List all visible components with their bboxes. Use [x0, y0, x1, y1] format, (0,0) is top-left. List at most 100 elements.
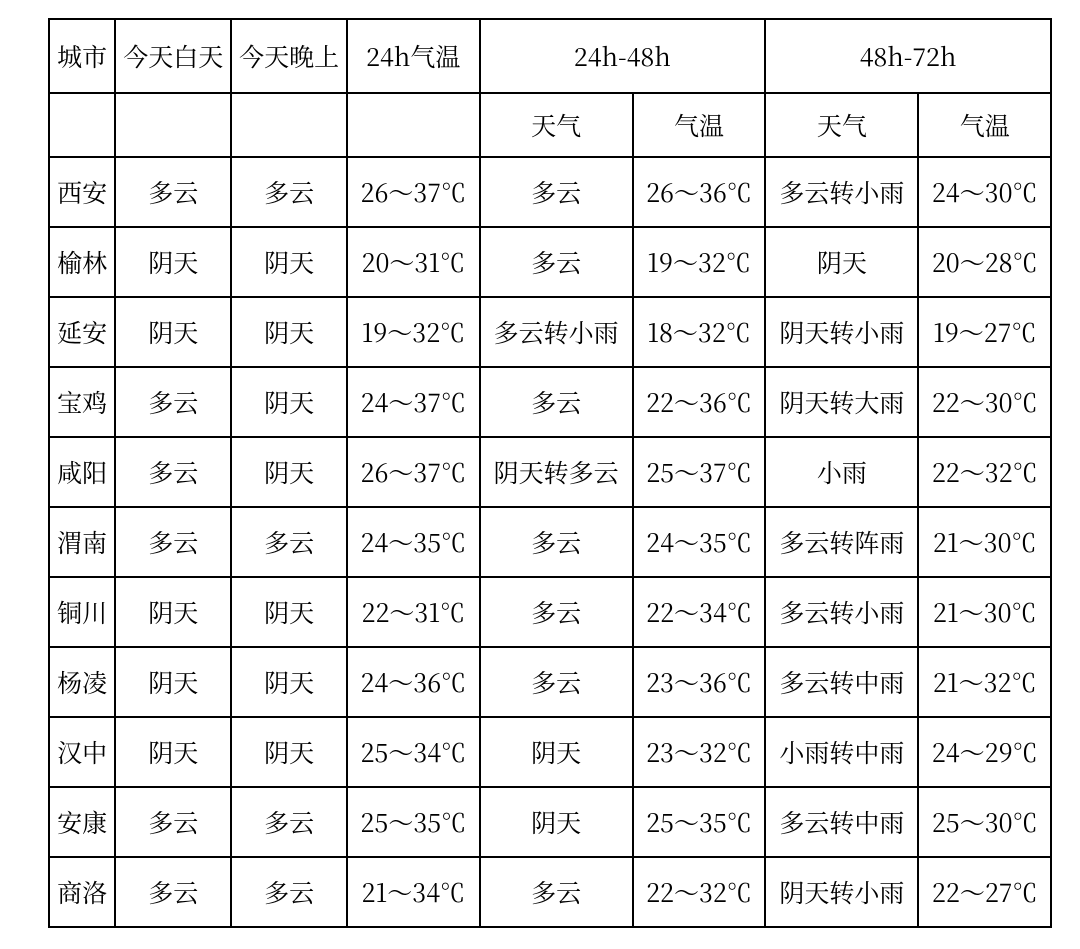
cell-city: 杨凌	[49, 647, 115, 717]
col-header-48-72h: 48h-72h	[765, 19, 1051, 93]
cell-weather-48-72: 多云转阵雨	[765, 507, 918, 577]
table-row: 榆林阴天阴天20～31℃多云19～32℃阴天20～28℃	[49, 227, 1051, 297]
cell-weather-48-72: 多云转小雨	[765, 157, 918, 227]
cell-temp-24h: 20～31℃	[347, 227, 479, 297]
cell-weather-24-48: 多云	[480, 857, 633, 927]
cell-weather-48-72: 小雨	[765, 437, 918, 507]
cell-weather-24-48: 多云	[480, 647, 633, 717]
subheader-24-48-temp: 气温	[633, 93, 765, 157]
cell-city: 延安	[49, 297, 115, 367]
cell-temp-24-48: 19～32℃	[633, 227, 765, 297]
cell-temp-24-48: 25～37℃	[633, 437, 765, 507]
cell-today-day: 多云	[115, 437, 231, 507]
cell-temp-24-48: 23～32℃	[633, 717, 765, 787]
cell-temp-24h: 21～34℃	[347, 857, 479, 927]
cell-today-night: 多云	[231, 787, 347, 857]
col-header-today-night: 今天晚上	[231, 19, 347, 93]
cell-city: 铜川	[49, 577, 115, 647]
cell-weather-24-48: 阴天	[480, 787, 633, 857]
cell-temp-24h: 25～34℃	[347, 717, 479, 787]
cell-today-night: 阴天	[231, 437, 347, 507]
col-header-temp-24h: 24h气温	[347, 19, 479, 93]
cell-weather-24-48: 多云	[480, 227, 633, 297]
cell-temp-24h: 25～35℃	[347, 787, 479, 857]
cell-weather-48-72: 阴天	[765, 227, 918, 297]
cell-temp-24h: 22～31℃	[347, 577, 479, 647]
cell-city: 宝鸡	[49, 367, 115, 437]
cell-city: 商洛	[49, 857, 115, 927]
subheader-48-72-weather: 天气	[765, 93, 918, 157]
cell-temp-48-72: 21～32℃	[918, 647, 1051, 717]
subheader-empty-city	[49, 93, 115, 157]
table-row: 安康多云多云25～35℃阴天25～35℃多云转中雨25～30℃	[49, 787, 1051, 857]
cell-today-day: 多云	[115, 507, 231, 577]
header-row-2: 天气 气温 天气 气温	[49, 93, 1051, 157]
cell-weather-24-48: 多云	[480, 577, 633, 647]
cell-temp-48-72: 22～32℃	[918, 437, 1051, 507]
table-row: 商洛多云多云21～34℃多云22～32℃阴天转小雨22～27℃	[49, 857, 1051, 927]
cell-weather-24-48: 多云	[480, 367, 633, 437]
cell-weather-48-72: 阴天转小雨	[765, 297, 918, 367]
cell-temp-24h: 19～32℃	[347, 297, 479, 367]
cell-temp-24h: 24～36℃	[347, 647, 479, 717]
cell-weather-48-72: 多云转小雨	[765, 577, 918, 647]
cell-temp-48-72: 25～30℃	[918, 787, 1051, 857]
cell-today-day: 多云	[115, 157, 231, 227]
cell-weather-48-72: 多云转中雨	[765, 787, 918, 857]
weather-forecast-table: 城市 今天白天 今天晚上 24h气温 24h-48h 48h-72h 天气 气温…	[48, 18, 1052, 928]
cell-temp-24h: 24～37℃	[347, 367, 479, 437]
cell-weather-24-48: 阴天	[480, 717, 633, 787]
cell-weather-24-48: 多云转小雨	[480, 297, 633, 367]
cell-today-night: 阴天	[231, 577, 347, 647]
subheader-empty-night	[231, 93, 347, 157]
cell-temp-24h: 24～35℃	[347, 507, 479, 577]
cell-temp-24-48: 22～32℃	[633, 857, 765, 927]
cell-temp-48-72: 24～30℃	[918, 157, 1051, 227]
cell-today-night: 阴天	[231, 647, 347, 717]
cell-today-day: 多云	[115, 787, 231, 857]
cell-temp-24-48: 23～36℃	[633, 647, 765, 717]
cell-city: 西安	[49, 157, 115, 227]
cell-temp-24h: 26～37℃	[347, 437, 479, 507]
cell-temp-48-72: 21～30℃	[918, 507, 1051, 577]
subheader-empty-day	[115, 93, 231, 157]
cell-today-day: 阴天	[115, 717, 231, 787]
cell-city: 安康	[49, 787, 115, 857]
table-header: 城市 今天白天 今天晚上 24h气温 24h-48h 48h-72h 天气 气温…	[49, 19, 1051, 157]
cell-temp-24h: 26～37℃	[347, 157, 479, 227]
cell-temp-24-48: 22～36℃	[633, 367, 765, 437]
cell-city: 渭南	[49, 507, 115, 577]
table-row: 汉中阴天阴天25～34℃阴天23～32℃小雨转中雨24～29℃	[49, 717, 1051, 787]
cell-weather-24-48: 多云	[480, 507, 633, 577]
cell-city: 榆林	[49, 227, 115, 297]
subheader-24-48-weather: 天气	[480, 93, 633, 157]
cell-today-night: 多云	[231, 857, 347, 927]
cell-today-night: 多云	[231, 157, 347, 227]
cell-weather-48-72: 阴天转大雨	[765, 367, 918, 437]
cell-temp-48-72: 22～30℃	[918, 367, 1051, 437]
subheader-48-72-temp: 气温	[918, 93, 1051, 157]
cell-today-night: 阴天	[231, 717, 347, 787]
table-row: 延安阴天阴天19～32℃多云转小雨18～32℃阴天转小雨19～27℃	[49, 297, 1051, 367]
cell-weather-48-72: 小雨转中雨	[765, 717, 918, 787]
cell-today-day: 阴天	[115, 647, 231, 717]
cell-city: 汉中	[49, 717, 115, 787]
cell-weather-24-48: 多云	[480, 157, 633, 227]
cell-temp-48-72: 19～27℃	[918, 297, 1051, 367]
subheader-empty-temp	[347, 93, 479, 157]
cell-today-night: 多云	[231, 507, 347, 577]
col-header-today-day: 今天白天	[115, 19, 231, 93]
cell-today-night: 阴天	[231, 367, 347, 437]
table-row: 铜川阴天阴天22～31℃多云22～34℃多云转小雨21～30℃	[49, 577, 1051, 647]
header-row-1: 城市 今天白天 今天晚上 24h气温 24h-48h 48h-72h	[49, 19, 1051, 93]
table-row: 宝鸡多云阴天24～37℃多云22～36℃阴天转大雨22～30℃	[49, 367, 1051, 437]
col-header-24-48h: 24h-48h	[480, 19, 766, 93]
cell-temp-48-72: 21～30℃	[918, 577, 1051, 647]
table-row: 杨凌阴天阴天24～36℃多云23～36℃多云转中雨21～32℃	[49, 647, 1051, 717]
cell-temp-24-48: 24～35℃	[633, 507, 765, 577]
cell-temp-24-48: 22～34℃	[633, 577, 765, 647]
cell-weather-24-48: 阴天转多云	[480, 437, 633, 507]
cell-temp-48-72: 24～29℃	[918, 717, 1051, 787]
table-row: 渭南多云多云24～35℃多云24～35℃多云转阵雨21～30℃	[49, 507, 1051, 577]
cell-temp-48-72: 22～27℃	[918, 857, 1051, 927]
